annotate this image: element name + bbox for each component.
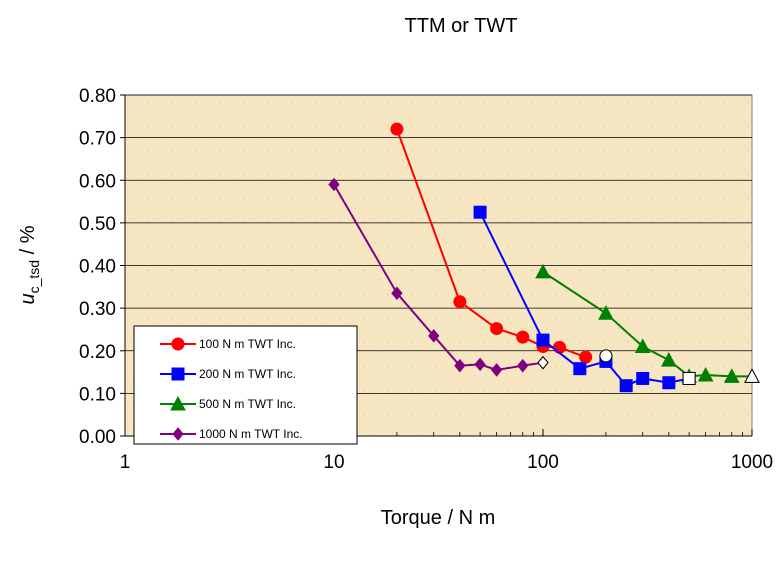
data-point [723,368,740,383]
data-point [634,338,651,353]
data-point [662,376,676,390]
legend-marker [171,367,185,381]
data-point [536,333,550,347]
legend-label: 1000 N m TWT Inc. [199,427,303,441]
x-tick-label: 1 [120,452,131,473]
open-markers [537,349,760,385]
legend-label: 100 N m TWT Inc. [199,337,296,351]
y-tick-label: 0.50 [79,214,116,235]
data-point [619,379,633,393]
data-point [328,177,340,192]
y-tick-label: 0.70 [79,129,116,150]
data-point [454,358,466,373]
legend-box [133,325,358,445]
x-tick-label: 10 [323,452,344,473]
legend-marker [171,337,185,351]
legend-label: 500 N m TWT Inc. [199,397,296,411]
data-point [697,366,714,382]
legend-item: 200 N m TWT Inc. [160,367,296,381]
data-point [428,329,440,343]
data-point [516,330,530,344]
data-point [573,362,587,376]
legend: 100 N m TWT Inc. 200 N m TWT Inc. 500 N m … [133,325,358,445]
x-axis-label: Torque / N m [381,507,495,529]
data-point [553,340,567,354]
y-axis-ticks: 0.00 0.10 0.20 0.30 0.40 0.50 0.60 0.70 0.80 [79,86,125,448]
legend-marker [170,395,186,411]
y-tick-label: 0.20 [79,342,116,363]
data-point [473,205,487,219]
data-point [517,358,529,373]
data-point [636,371,650,385]
data-point [535,263,551,279]
y-tick-label: 0.30 [79,299,116,320]
open-marker [744,368,760,383]
open-marker [537,355,549,370]
y-tick-label: 0.10 [79,384,116,405]
legend-item: 500 N m TWT Inc. [160,395,296,411]
x-tick-label: 100 [527,452,559,473]
data-point [453,295,467,309]
legend-item: 1000 N m TWT Inc. [160,427,303,441]
data-point [490,363,503,377]
x-tick-label: 1000 [731,452,773,473]
x-axis-ticks: 1 10 100 1000 [120,429,773,473]
open-marker [682,371,696,385]
chart-title: TTM or TWT [405,15,518,37]
data-point [579,350,593,364]
legend-label: 200 N m TWT Inc. [199,367,296,381]
y-axis-label: uc_tsd / % [17,225,42,304]
data-point [598,305,614,320]
data-point [660,352,677,367]
y-axis-label-variable: u [17,293,39,304]
y-tick-label: 0.60 [79,171,116,192]
y-axis-label-unit: / % [17,225,39,260]
legend-item: 100 N m TWT Inc. [160,337,296,351]
data-point [390,122,404,136]
y-tick-label: 0.00 [79,427,116,448]
open-marker [599,349,613,363]
data-point [474,357,486,372]
series [328,122,760,393]
data-point [391,286,403,300]
data-point [490,322,504,336]
y-tick-label: 0.80 [79,86,116,107]
y-tick-label: 0.40 [79,257,116,278]
legend-marker [172,427,184,441]
y-axis-label-subscript: c_tsd [26,260,42,293]
